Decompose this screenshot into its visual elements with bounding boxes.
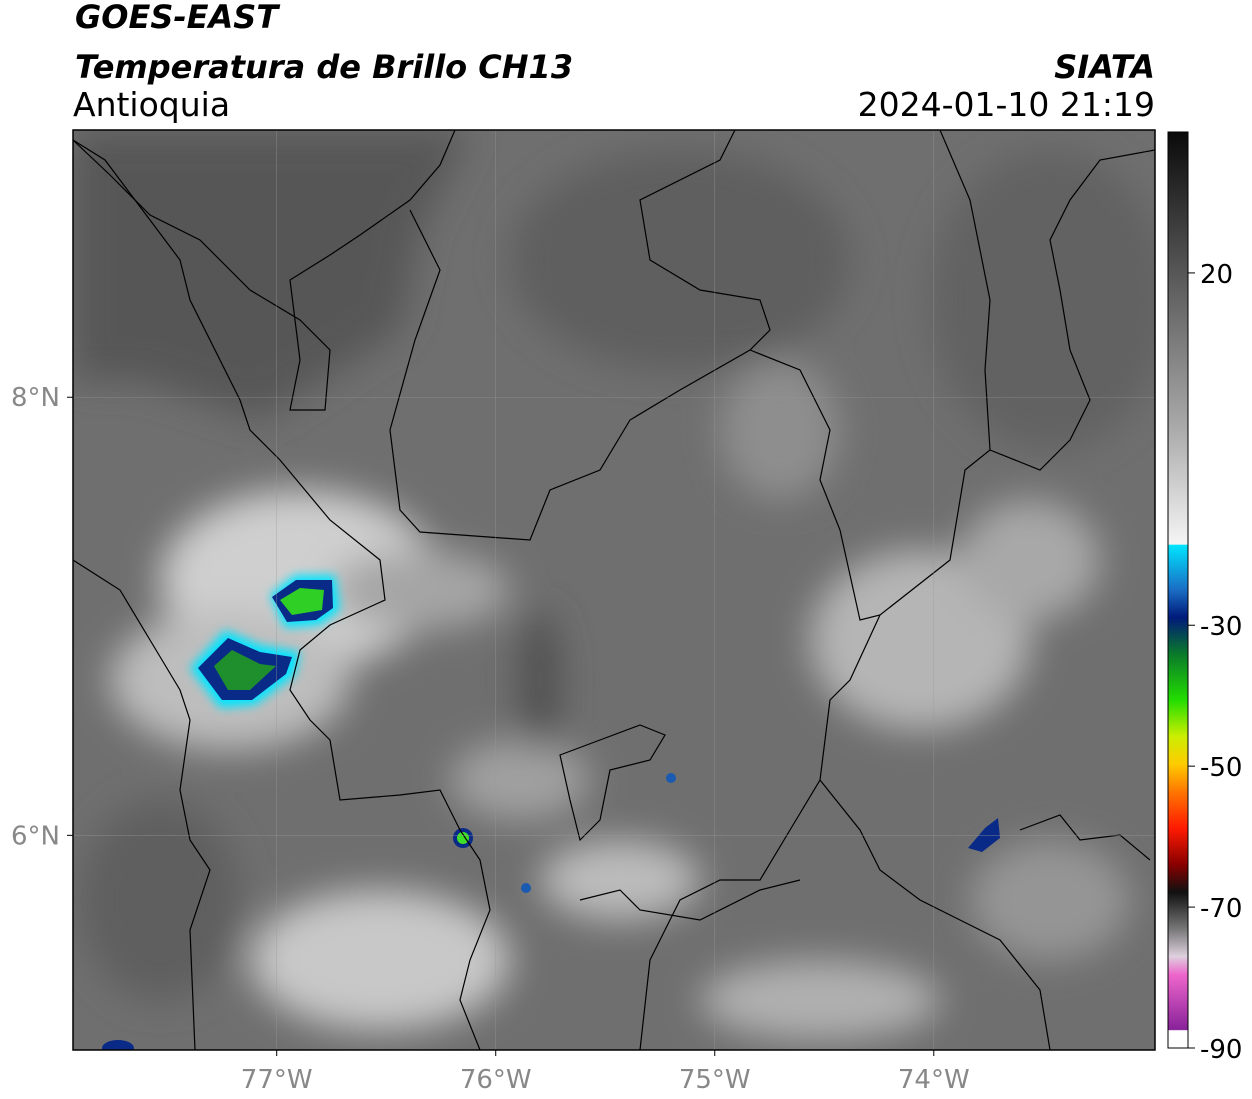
x-tick-label: 75°W [679,1065,751,1095]
colorbar-tick-label: -30 [1200,612,1242,642]
x-tick-label: 77°W [241,1065,313,1095]
x-tick-label: 74°W [898,1065,970,1095]
colorbar-tick-label: -90 [1200,1035,1242,1065]
timestamp: 2024-01-10 21:19 [858,85,1155,124]
title: GOES-EAST [75,0,280,36]
region: Antioquia [73,85,230,124]
source: SIATA [1054,48,1155,86]
colorbar-tick-label: -70 [1200,894,1242,924]
x-tick-label: 76°W [460,1065,532,1095]
colorbar [1167,131,1189,1049]
y-tick-label: 6°N [11,821,60,851]
colorbar-tick-label: -50 [1200,753,1242,783]
subtitle: Temperatura de Brillo CH13 [75,48,573,86]
graticule [73,130,1155,1050]
colorbar-tick-label: 20 [1200,260,1233,290]
y-tick-label: 8°N [11,383,60,413]
map-frame [72,129,1156,1051]
satellite-image [73,130,1155,1050]
